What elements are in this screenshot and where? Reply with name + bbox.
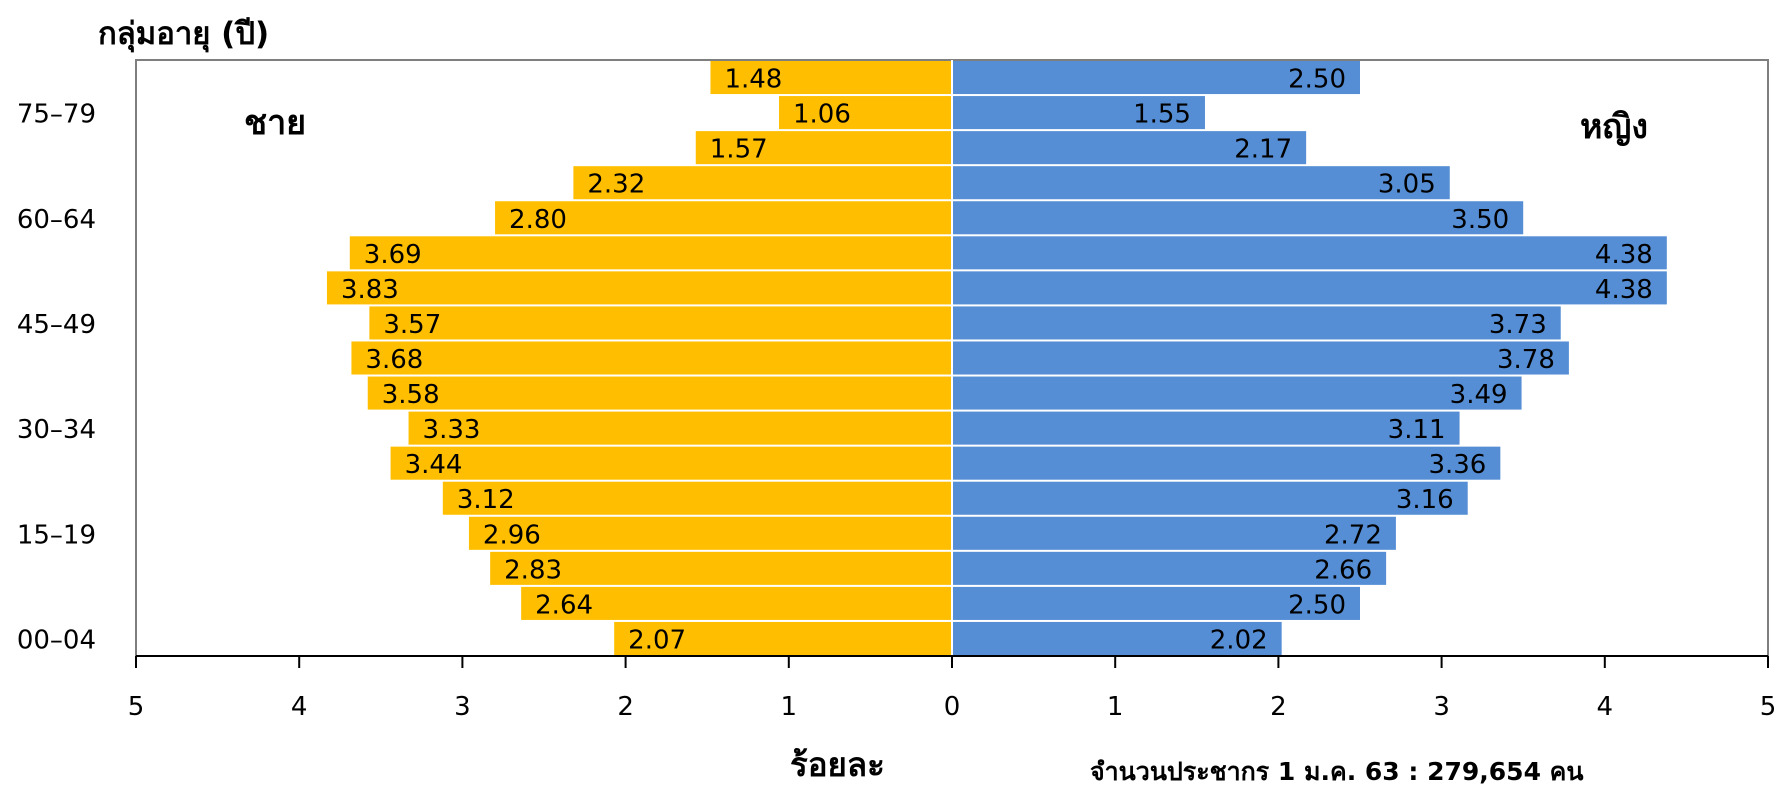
y-tick-label-45–49: 45–49 (17, 310, 96, 340)
y-tick-label-75–79: 75–79 (17, 100, 96, 130)
bar-female-60–64 (952, 201, 1524, 235)
bar-male-50–54 (326, 271, 953, 305)
data-label-male-45–49: 3.57 (383, 310, 441, 340)
x-tick-label-2: 3 (454, 692, 471, 722)
data-label-female-65–69: 3.05 (1378, 170, 1436, 200)
data-label-female-30–34: 3.11 (1388, 415, 1446, 445)
bar-female-05–09 (952, 586, 1360, 620)
bar-male-40–44 (351, 341, 952, 375)
bar-male-20–24 (442, 481, 952, 515)
data-label-female-05–09: 2.50 (1288, 590, 1346, 620)
bar-female-00–04 (952, 621, 1282, 655)
y-tick-label-15–19: 15–19 (17, 520, 96, 550)
x-tick-label-5: 0 (944, 692, 961, 722)
bar-female-50–54 (952, 271, 1667, 305)
data-label-female-00–04: 2.02 (1210, 625, 1268, 655)
bar-female-40–44 (952, 341, 1569, 375)
data-label-male-70–74: 1.57 (710, 135, 768, 165)
data-label-male-60–64: 2.80 (509, 205, 567, 235)
bar-male-25–29 (390, 446, 952, 480)
data-label-female-20–24: 3.16 (1396, 485, 1454, 515)
bar-male-45–49 (369, 306, 953, 340)
data-label-female-80+: 2.50 (1288, 65, 1346, 95)
data-label-female-70–74: 2.17 (1234, 135, 1292, 165)
bar-female-25–29 (952, 446, 1501, 480)
data-label-male-00–04: 2.07 (628, 625, 686, 655)
data-label-male-75–79: 1.06 (793, 100, 851, 130)
y-axis-title: กลุ่มอายุ (ปี) (98, 16, 270, 52)
data-label-male-80+: 1.48 (724, 65, 782, 95)
bar-male-60–64 (495, 201, 952, 235)
bar-male-10–14 (490, 551, 952, 585)
x-tick-label-7: 2 (1270, 692, 1287, 722)
data-label-male-55–59: 3.69 (364, 240, 422, 270)
data-label-female-45–49: 3.73 (1489, 310, 1547, 340)
data-label-male-15–19: 2.96 (483, 520, 541, 550)
bar-male-65–69 (573, 166, 952, 200)
series-label-male: ชาย (244, 103, 306, 143)
y-tick-label-30–34: 30–34 (17, 415, 96, 445)
bar-female-70–74 (952, 131, 1307, 165)
data-label-male-10–14: 2.83 (504, 555, 562, 585)
data-label-male-05–09: 2.64 (535, 590, 593, 620)
x-tick-label-9: 4 (1597, 692, 1614, 722)
data-label-female-75–79: 1.55 (1133, 100, 1191, 130)
bar-female-80+ (952, 61, 1360, 95)
x-tick-label-0: 5 (128, 692, 145, 722)
bar-female-55–59 (952, 236, 1667, 270)
y-tick-label-00–04: 00–04 (17, 625, 96, 655)
bar-male-05–09 (521, 586, 952, 620)
bar-male-30–34 (408, 411, 952, 445)
data-label-female-15–19: 2.72 (1324, 520, 1382, 550)
bar-male-80+ (710, 61, 952, 95)
bar-female-20–24 (952, 481, 1468, 515)
data-label-female-10–14: 2.66 (1314, 555, 1372, 585)
data-label-female-35–39: 3.49 (1450, 380, 1508, 410)
data-label-male-50–54: 3.83 (341, 275, 399, 305)
x-tick-label-1: 4 (291, 692, 308, 722)
data-label-male-30–34: 3.33 (423, 415, 481, 445)
bar-female-35–39 (952, 376, 1522, 410)
bar-female-15–19 (952, 516, 1396, 550)
data-label-male-40–44: 3.68 (365, 345, 423, 375)
bar-female-75–79 (952, 96, 1205, 130)
bar-female-30–34 (952, 411, 1460, 445)
data-label-male-35–39: 3.58 (382, 380, 440, 410)
x-tick-label-6: 1 (1107, 692, 1124, 722)
bar-male-55–59 (349, 236, 952, 270)
series-label-female: หญิง (1580, 107, 1648, 147)
x-axis-title: ร้อยละ (790, 745, 885, 784)
bar-female-10–14 (952, 551, 1387, 585)
data-label-female-55–59: 4.38 (1595, 240, 1653, 270)
data-label-female-40–44: 3.78 (1497, 345, 1555, 375)
bar-male-75–79 (779, 96, 952, 130)
x-tick-label-4: 1 (781, 692, 798, 722)
bar-male-35–39 (367, 376, 952, 410)
x-tick-label-8: 3 (1433, 692, 1450, 722)
bar-male-70–74 (695, 131, 952, 165)
data-label-female-25–29: 3.36 (1428, 450, 1486, 480)
bar-female-45–49 (952, 306, 1561, 340)
data-label-female-50–54: 4.38 (1595, 275, 1653, 305)
bar-female-65–69 (952, 166, 1450, 200)
population-note: จำนวนประชากร 1 ม.ค. 63 : 279,654 คน (1090, 757, 1584, 786)
data-label-male-20–24: 3.12 (457, 485, 515, 515)
bar-male-15–19 (468, 516, 952, 550)
bar-male-00–04 (614, 621, 952, 655)
x-tick-label-3: 2 (617, 692, 634, 722)
data-label-female-60–64: 3.50 (1451, 205, 1509, 235)
y-tick-label-60–64: 60–64 (17, 205, 96, 235)
x-tick-label-10: 5 (1760, 692, 1777, 722)
data-label-male-25–29: 3.44 (405, 450, 463, 480)
data-label-male-65–69: 2.32 (587, 170, 645, 200)
